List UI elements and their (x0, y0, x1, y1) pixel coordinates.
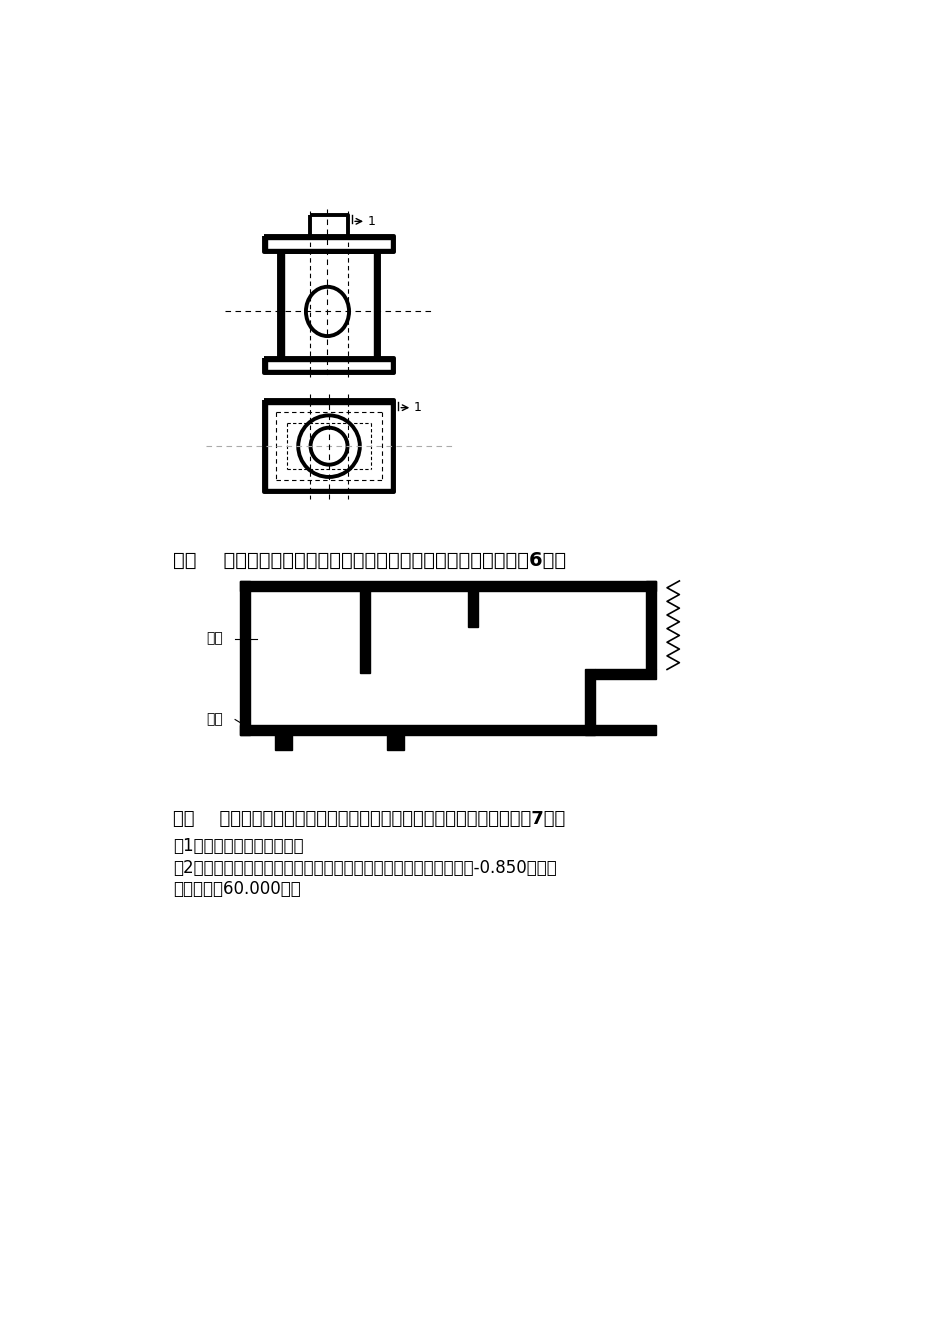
Polygon shape (391, 358, 394, 374)
Text: 1: 1 (414, 401, 422, 414)
Polygon shape (263, 370, 394, 374)
Polygon shape (263, 401, 268, 492)
Polygon shape (533, 582, 550, 590)
Polygon shape (374, 253, 379, 360)
Text: 1: 1 (368, 215, 375, 228)
Polygon shape (263, 488, 394, 492)
Polygon shape (263, 249, 394, 253)
Text: 四、    画出局部平面图中定位轴线的圆圈并标注定位轴线编号。（6分）: 四、 画出局部平面图中定位轴线的圆圈并标注定位轴线编号。（6分） (174, 551, 566, 570)
Polygon shape (360, 591, 370, 673)
Text: 隔墙: 隔墙 (206, 632, 222, 645)
Polygon shape (433, 582, 450, 590)
Polygon shape (383, 582, 400, 590)
Polygon shape (263, 237, 394, 239)
Polygon shape (467, 591, 478, 628)
Text: （1）画出砖及混凝土图例。: （1）画出砖及混凝土图例。 (174, 837, 304, 855)
Polygon shape (263, 237, 267, 253)
Polygon shape (584, 669, 595, 735)
Text: （2）注出大放脚高度。注出基础底面的标高，注出室外地面的标高-0.850米，室: （2）注出大放脚高度。注出基础底面的标高，注出室外地面的标高-0.850米，室 (174, 859, 558, 876)
Polygon shape (329, 582, 346, 590)
Polygon shape (263, 358, 267, 374)
Text: 五、    在由砖砌筑的基础墙和毛石砌筑的大放脚的基础详图中，完成：（7分）: 五、 在由砖砌筑的基础墙和毛石砌筑的大放脚的基础详图中，完成：（7分） (174, 809, 566, 828)
Polygon shape (583, 582, 600, 590)
Polygon shape (595, 669, 656, 680)
Text: 台阶: 台阶 (206, 712, 222, 727)
Polygon shape (390, 401, 394, 492)
Polygon shape (263, 401, 394, 403)
Polygon shape (240, 581, 656, 591)
Polygon shape (276, 735, 292, 750)
Polygon shape (256, 582, 273, 590)
Text: 内地面标高60.000米。: 内地面标高60.000米。 (174, 880, 301, 898)
Polygon shape (279, 253, 284, 360)
Polygon shape (483, 582, 500, 590)
Polygon shape (240, 724, 656, 735)
Polygon shape (646, 581, 656, 669)
Polygon shape (263, 358, 394, 360)
Polygon shape (391, 237, 394, 253)
Polygon shape (387, 735, 404, 750)
Polygon shape (240, 581, 251, 735)
Polygon shape (283, 582, 300, 590)
